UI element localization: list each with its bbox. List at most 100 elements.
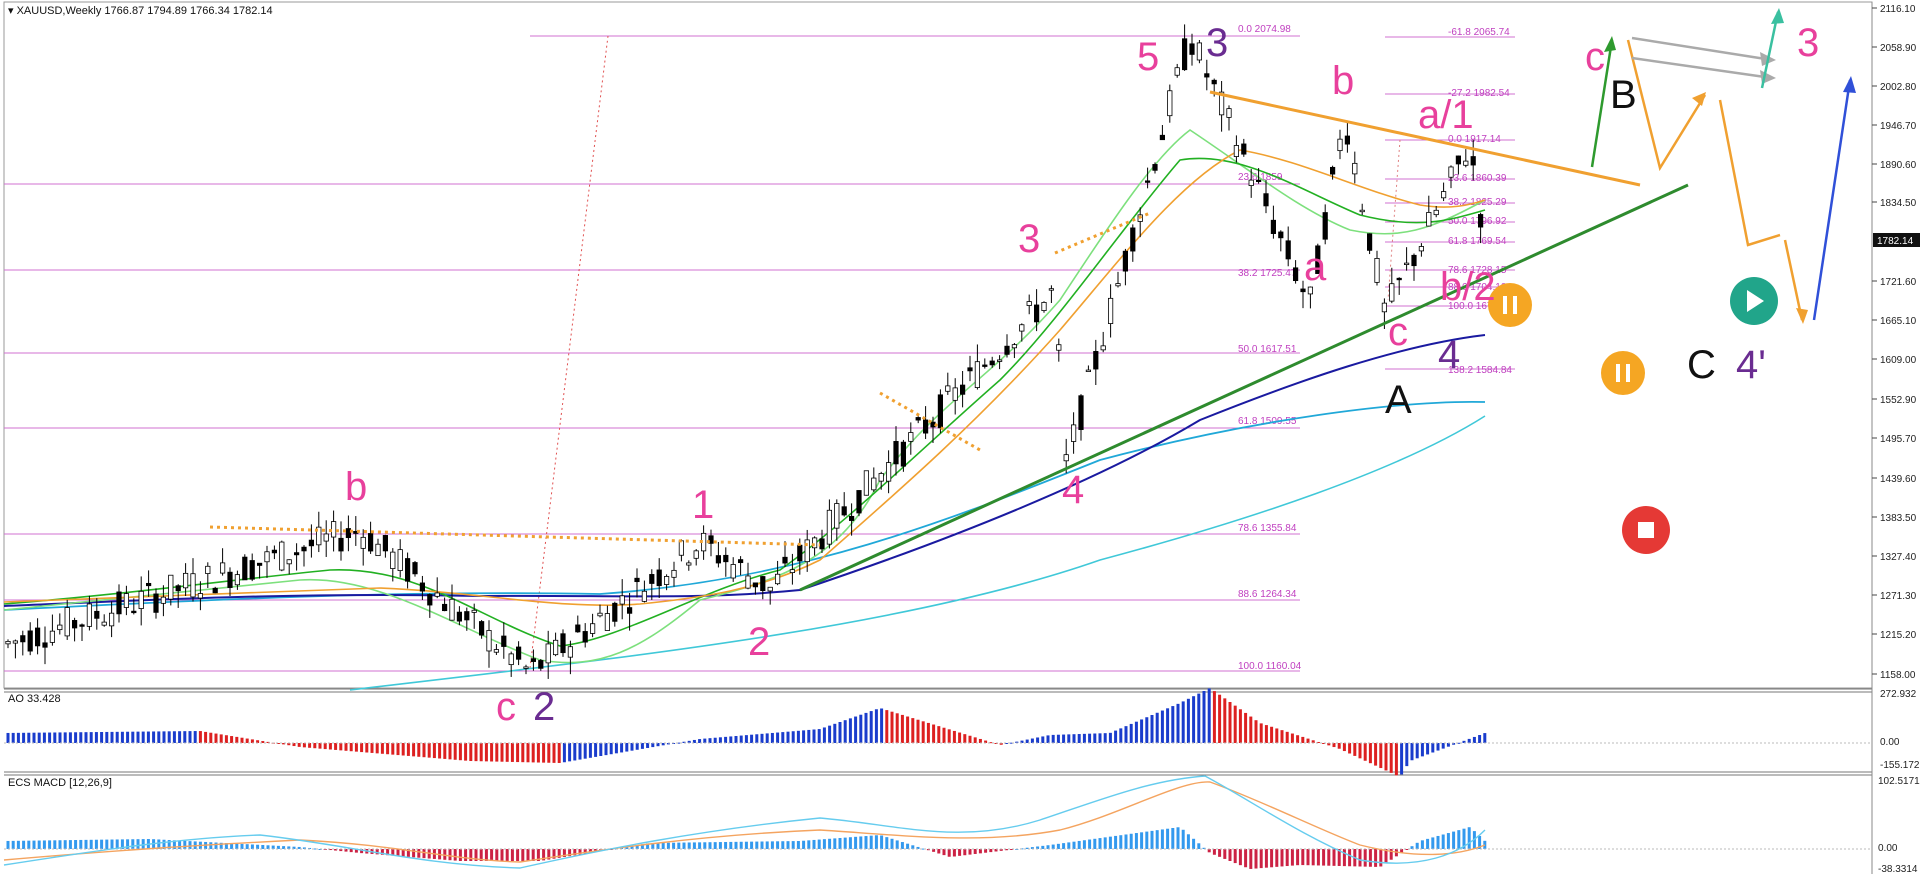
macd-bar: [854, 836, 858, 849]
fib-anchor-line: [529, 35, 609, 669]
resistance-trendline: [1209, 90, 1641, 187]
wave-4-purple-label: 4: [1438, 333, 1460, 377]
macd-bar: [58, 840, 62, 849]
macd-bar: [1342, 849, 1346, 867]
ao-bar: [739, 735, 743, 743]
ao-bar: [1457, 742, 1461, 744]
macd-bar: [791, 841, 795, 849]
macd-bar: [947, 849, 951, 857]
candle-body: [871, 477, 877, 491]
macd-bar: [880, 835, 884, 849]
ao-bar: [1358, 743, 1362, 759]
dropdown-arrow-icon[interactable]: ▾: [8, 5, 14, 17]
macd-bar: [552, 849, 556, 859]
ao-bar: [1306, 738, 1310, 743]
ao-bar: [16, 732, 20, 743]
candle-body: [819, 538, 825, 550]
price-tick: 2058.90: [1880, 43, 1917, 54]
candle-body: [323, 533, 329, 542]
candle-body: [782, 556, 788, 564]
ao-bar: [510, 743, 514, 762]
macd-bar: [926, 849, 930, 851]
candle-body: [937, 394, 944, 429]
ao-bar: [1119, 728, 1123, 743]
ao-bar: [1441, 743, 1445, 749]
candle-body: [878, 473, 884, 482]
macd-bar: [1176, 827, 1180, 849]
macd-bar: [630, 845, 634, 849]
candle-body: [501, 635, 507, 647]
symbol-label: XAUUSD,Weekly: [16, 5, 102, 17]
macd-bar: [1051, 844, 1055, 849]
ao-bar: [1342, 743, 1346, 752]
candle-body: [1115, 283, 1121, 287]
ao-bar: [1072, 734, 1076, 743]
ao-bar: [318, 743, 322, 749]
ao-bar: [937, 726, 941, 743]
macd-bar: [417, 849, 421, 858]
ao-bar: [817, 729, 821, 743]
macd-bar: [963, 849, 967, 856]
macd-bar: [1238, 849, 1242, 866]
ao-bar: [235, 736, 239, 743]
macd-bar: [1093, 838, 1097, 849]
macd-bar: [68, 840, 72, 849]
macd-bar: [282, 846, 286, 849]
macd-bar: [708, 842, 712, 849]
candle-body: [745, 575, 751, 589]
ao-bar: [178, 731, 182, 743]
ao-bar: [1446, 743, 1450, 747]
current-price-tag: [1873, 233, 1920, 247]
ao-bar: [308, 743, 312, 748]
candle-body: [678, 540, 685, 556]
ao-bar: [1238, 709, 1242, 743]
ao-bar: [500, 743, 504, 762]
candle-body: [1085, 369, 1091, 372]
candle-body: [397, 549, 403, 571]
price-axis: 2116.10 2058.90 2002.80 1946.70 1890.60 1834.…: [1872, 4, 1917, 681]
macd-bar: [640, 844, 644, 849]
macd-bar: [1462, 828, 1466, 849]
macd-bar: [479, 849, 483, 861]
candle-body: [1278, 231, 1284, 239]
ao-bar: [614, 743, 618, 754]
ao-bar: [978, 738, 982, 743]
ao-bar: [370, 743, 374, 753]
candle-body: [242, 556, 248, 581]
ao-bar: [864, 712, 868, 743]
candle-body: [1189, 43, 1195, 55]
ao-bar: [1264, 725, 1268, 743]
ao-bar: [32, 732, 36, 743]
macd-bar: [308, 847, 312, 849]
ao-bar: [1082, 733, 1086, 743]
ao-bar: [417, 743, 421, 757]
ao-bar: [1233, 705, 1237, 743]
macd-bar: [1155, 830, 1159, 849]
macd-bar: [422, 849, 426, 859]
macd-bar: [1114, 835, 1118, 849]
macd-bar: [287, 846, 291, 849]
candle-body: [1404, 262, 1410, 265]
ao-bar: [1436, 743, 1440, 751]
ao-bar: [562, 743, 566, 763]
ao-bar: [1004, 743, 1008, 744]
candle-body: [1455, 155, 1461, 165]
ao-bar: [573, 743, 577, 761]
ao-bar: [432, 743, 436, 759]
candle-body: [1263, 193, 1269, 207]
candle-body: [1011, 344, 1018, 349]
ao-bar: [822, 727, 826, 743]
macd-bar: [1363, 849, 1367, 867]
candle-body: [664, 576, 670, 585]
candle-body: [597, 612, 603, 617]
candle-body: [900, 441, 907, 467]
candle-body: [153, 593, 159, 613]
ao-bar: [770, 732, 774, 743]
macd-bar: [37, 840, 41, 849]
macd-bar: [458, 849, 462, 861]
macd-bar: [224, 843, 228, 849]
ao-bar: [157, 731, 161, 743]
candle-body: [627, 607, 633, 614]
